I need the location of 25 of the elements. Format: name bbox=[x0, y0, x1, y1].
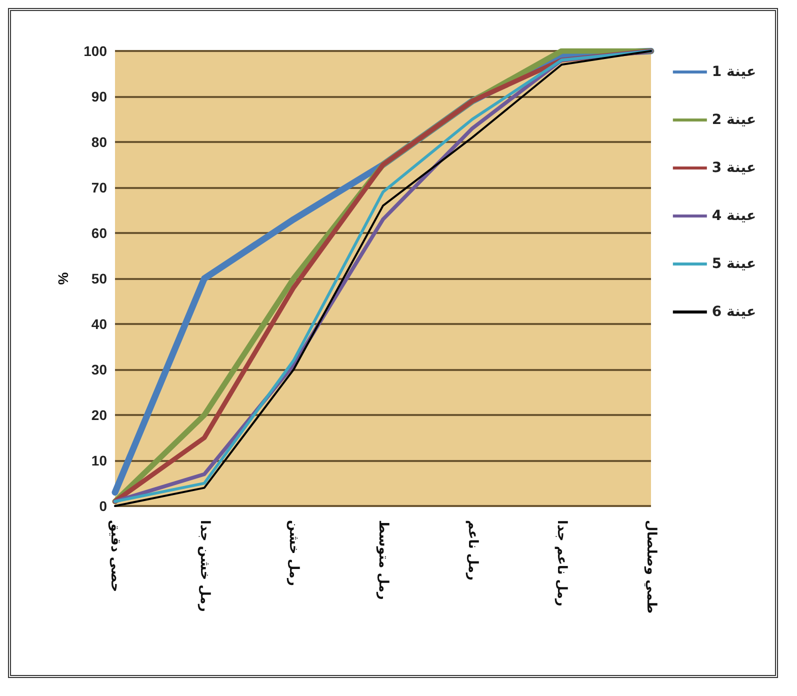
y-tick-label: 90 bbox=[91, 88, 108, 104]
legend-label: عينة 4 bbox=[712, 208, 756, 224]
y-tick-label: 50 bbox=[91, 270, 108, 286]
y-tick-label: 80 bbox=[91, 134, 108, 150]
legend-label: عينة 5 bbox=[712, 256, 756, 272]
y-tick-label: 10 bbox=[91, 452, 108, 468]
x-tick-label: رمل ناعم جدا bbox=[554, 520, 570, 606]
y-tick-label: 30 bbox=[91, 362, 108, 378]
x-tick-label: رمل ناعم bbox=[464, 520, 480, 580]
legend-label: عينة 1 bbox=[712, 64, 756, 80]
x-tick-label: رمل خشن bbox=[286, 520, 302, 586]
y-tick-label: 0 bbox=[99, 498, 108, 514]
y-tick-label: 40 bbox=[91, 316, 108, 332]
y-tick-label: 20 bbox=[91, 407, 108, 423]
legend-label: عينة 2 bbox=[712, 112, 756, 128]
y-tick-label: 60 bbox=[91, 225, 108, 241]
y-tick-label: 70 bbox=[91, 180, 108, 196]
legend-label: عينة 6 bbox=[712, 304, 756, 320]
x-tick-label: رمل خشن جدا bbox=[196, 520, 212, 612]
x-tick-label: حصى دقيق bbox=[108, 520, 122, 592]
y-tick-label: 100 bbox=[84, 43, 108, 59]
y-axis-title: % bbox=[55, 272, 71, 285]
x-tick-label: طمي وصلصال bbox=[644, 520, 658, 614]
x-tick-label: رمل متوسط bbox=[376, 520, 390, 600]
legend-label: عينة 3 bbox=[712, 160, 756, 176]
